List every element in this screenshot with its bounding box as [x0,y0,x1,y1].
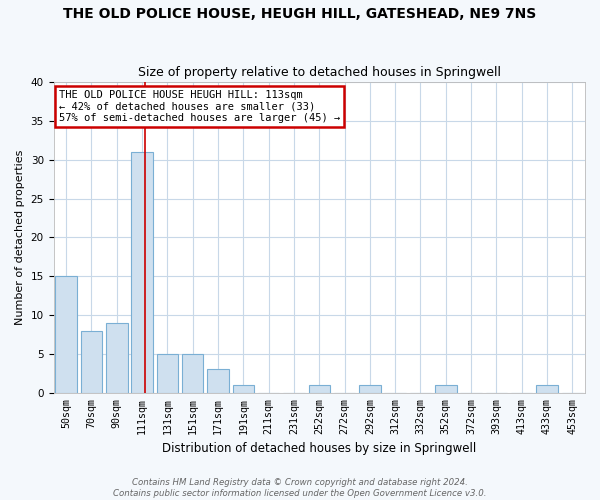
Text: Contains HM Land Registry data © Crown copyright and database right 2024.
Contai: Contains HM Land Registry data © Crown c… [113,478,487,498]
Bar [435,385,457,393]
Bar [359,385,380,393]
Y-axis label: Number of detached properties: Number of detached properties [15,150,25,325]
Title: Size of property relative to detached houses in Springwell: Size of property relative to detached ho… [138,66,501,80]
Bar [106,323,128,393]
Bar [81,330,102,393]
Bar [233,385,254,393]
Text: THE OLD POLICE HOUSE, HEUGH HILL, GATESHEAD, NE9 7NS: THE OLD POLICE HOUSE, HEUGH HILL, GATESH… [64,8,536,22]
X-axis label: Distribution of detached houses by size in Springwell: Distribution of detached houses by size … [162,442,476,455]
Bar [55,276,77,393]
Bar [182,354,203,393]
Text: THE OLD POLICE HOUSE HEUGH HILL: 113sqm
← 42% of detached houses are smaller (33: THE OLD POLICE HOUSE HEUGH HILL: 113sqm … [59,90,340,123]
Bar [536,385,558,393]
Bar [207,370,229,393]
Bar [157,354,178,393]
Bar [308,385,330,393]
Bar [131,152,153,393]
